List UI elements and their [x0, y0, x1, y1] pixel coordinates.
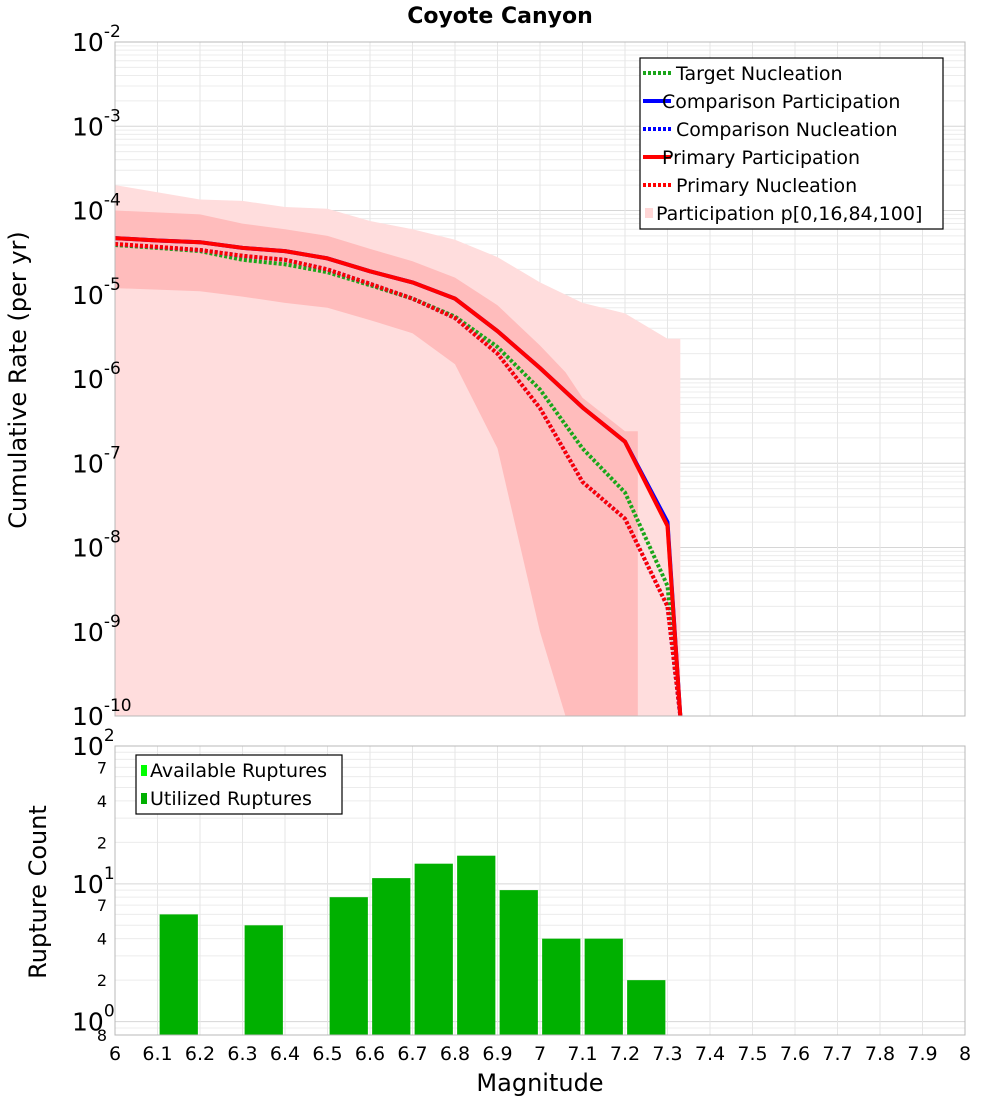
rupture-bar [627, 980, 666, 1035]
bottom-y-tick-label: 8 [97, 1026, 107, 1045]
top-y-tick-label: 10-8 [72, 528, 121, 563]
x-tick-label: 6.2 [185, 1043, 215, 1065]
legend-label: Comparison Participation [662, 91, 900, 113]
x-tick-label: 6.6 [355, 1043, 385, 1065]
bottom-y-tick-label: 2 [97, 833, 107, 852]
rupture-bar [244, 925, 283, 1035]
legend-label: Utilized Ruptures [150, 788, 312, 810]
x-tick-label: 7.9 [907, 1043, 937, 1065]
rupture-bar [159, 914, 198, 1035]
x-tick-label: 7.3 [652, 1043, 682, 1065]
x-tick-label: 8 [959, 1043, 971, 1065]
top-y-tick-label: 10-4 [72, 191, 121, 226]
legend-swatch [141, 793, 147, 804]
legend-label: Target Nucleation [675, 63, 843, 85]
x-tick-label: 6 [109, 1043, 121, 1065]
rupture-bar [584, 938, 623, 1035]
x-tick-label: 7.1 [567, 1043, 597, 1065]
top-y-axis-label: Cumulative Rate (per yr) [4, 231, 32, 529]
bottom-y-tick-label: 4 [97, 792, 107, 811]
top-y-tick-exponent: -5 [104, 275, 121, 295]
bottom-x-tick-labels: 6 6.1 6.2 6.3 6.4 6.5 6.6 6.7 6.8 6.9 7 7.1 7.2 7.3 7.… [109, 1043, 971, 1065]
x-tick-label: 6.5 [312, 1043, 342, 1065]
bottom-y-decade-exponent: 1 [104, 864, 115, 884]
legend-label: Primary Participation [662, 147, 860, 169]
x-tick-label: 6.8 [440, 1043, 470, 1065]
rupture-bar [414, 863, 453, 1035]
x-tick-label: 7.8 [865, 1043, 895, 1065]
bottom-y-decade-label: 101 [72, 864, 115, 899]
top-y-tick-label: 10-6 [72, 359, 121, 394]
top-y-tick-label: 10-10 [72, 696, 132, 731]
top-plot-frame [114, 41, 966, 717]
x-tick-label: 7.6 [780, 1043, 810, 1065]
top-y-tick-exponent: -6 [104, 359, 121, 379]
x-tick-label: 7.5 [737, 1043, 767, 1065]
rupture-bar [457, 855, 496, 1035]
top-y-tick-exponent: -9 [104, 612, 121, 632]
rupture-bar [542, 938, 581, 1035]
top-y-tick-label: 10-3 [72, 106, 121, 141]
bottom-legend: Available Ruptures Utilized Ruptures [135, 754, 343, 815]
legend-label: Participation p[0,16,84,100] [656, 203, 922, 225]
bottom-bars [159, 855, 666, 1035]
x-axis-label: Magnitude [476, 1069, 603, 1097]
top-y-tick-exponent: -8 [104, 528, 121, 548]
bottom-y-tick-label: 7 [97, 758, 107, 777]
bottom-y-decade-exponent: 0 [104, 1002, 115, 1022]
rupture-bar [372, 878, 411, 1035]
top-y-tick-label: 10-7 [72, 443, 121, 478]
rupture-bar [329, 897, 368, 1035]
x-tick-label: 7.7 [822, 1043, 852, 1065]
x-tick-label: 7.2 [610, 1043, 640, 1065]
bottom-plot-frame [114, 745, 966, 1036]
bottom-y-tick-label: 4 [97, 930, 107, 949]
top-legend-box [639, 57, 944, 230]
top-lines [114, 236, 683, 717]
top-y-tick-exponent: -2 [104, 22, 121, 42]
legend-label: Primary Nucleation [676, 175, 857, 197]
bottom-legend-box [135, 754, 343, 815]
chart-title: Coyote Canyon [407, 4, 593, 29]
legend-swatch [645, 208, 653, 218]
bottom-y-tick-label: 2 [97, 971, 107, 990]
x-tick-label: 7.4 [695, 1043, 725, 1065]
x-tick-label: 6.9 [482, 1043, 512, 1065]
x-tick-label: 6.3 [227, 1043, 257, 1065]
top-y-tick-exponent: -3 [104, 106, 121, 126]
top-y-tick-label: 10-9 [72, 612, 121, 647]
bottom-y-tick-label: 7 [97, 896, 107, 915]
top-y-tick-exponent: -10 [104, 696, 132, 716]
x-tick-label: 6.4 [270, 1043, 300, 1065]
top-y-tick-exponent: -7 [104, 443, 121, 463]
top-y-tick-label: 10-2 [72, 22, 121, 57]
x-tick-label: 6.1 [142, 1043, 172, 1065]
x-tick-label: 7 [534, 1043, 546, 1065]
series-line-target-nucleation [114, 243, 683, 717]
legend-label: Available Ruptures [150, 760, 327, 782]
top-y-tick-label: 10-5 [72, 275, 121, 310]
bottom-y-axis-label: Rupture Count [24, 805, 52, 979]
bottom-y-decade-exponent: 2 [104, 726, 115, 746]
rupture-bar [499, 890, 538, 1035]
top-legend: Target Nucleation Comparison Participatio… [639, 57, 944, 230]
bottom-y-decade-label: 102 [72, 726, 115, 761]
x-tick-label: 6.7 [397, 1043, 427, 1065]
top-y-tick-exponent: -4 [104, 191, 121, 211]
legend-label: Comparison Nucleation [676, 119, 898, 141]
series-line-primary-participation [114, 236, 683, 717]
legend-swatch [141, 765, 147, 776]
bottom-y-decade-label: 100 [72, 1002, 115, 1037]
